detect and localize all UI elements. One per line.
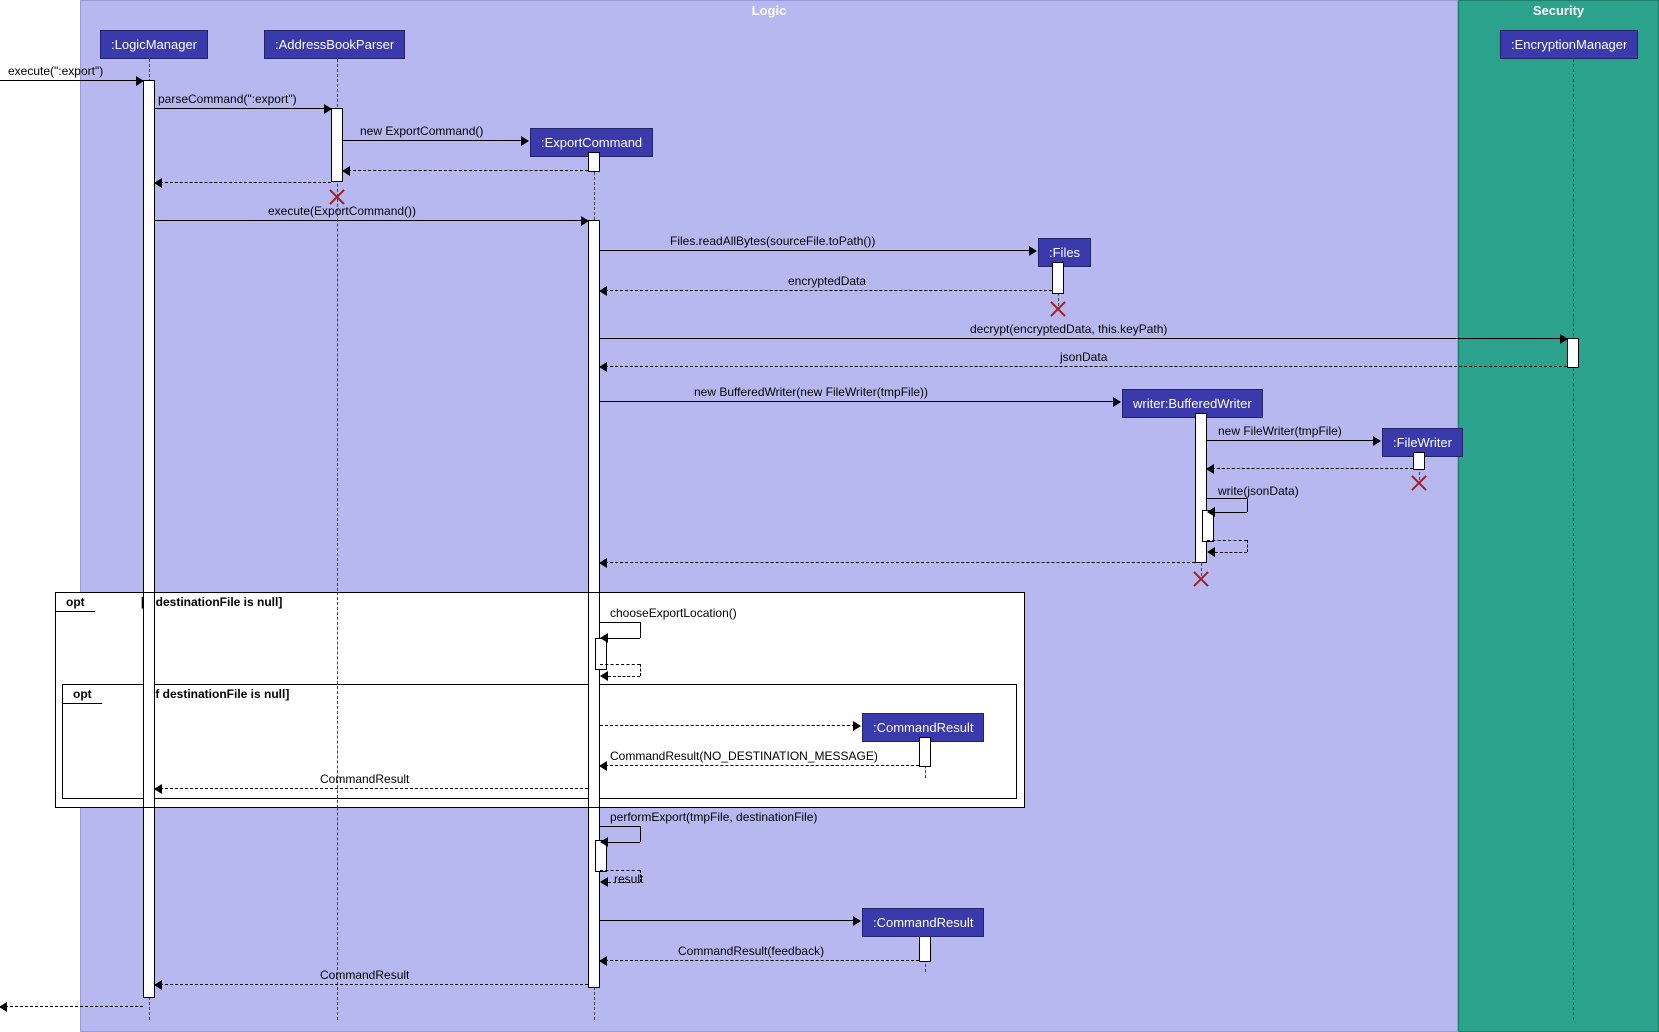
arrow-m4 <box>155 220 588 221</box>
msg-m7: decrypt(encryptedData, this.keyPath) <box>970 322 1167 336</box>
participant-logicmanager: :LogicManager <box>100 30 208 59</box>
msg-m9: new BufferedWriter(new FileWriter(tmpFil… <box>694 385 928 399</box>
destroy-files <box>1049 300 1067 318</box>
destroy-filewriter <box>1410 474 1428 492</box>
ret-parser <box>155 182 331 183</box>
region-logic-title: Logic <box>752 3 787 18</box>
arrow-m9 <box>600 401 1120 402</box>
ret-bw <box>600 562 1195 563</box>
act-filewriter <box>1413 452 1425 470</box>
act-exportcommand-small <box>588 152 600 172</box>
msg-m5: Files.readAllBytes(sourceFile.toPath()) <box>670 234 875 248</box>
arrow-m5 <box>600 250 1036 251</box>
msg-m6: encryptedData <box>788 274 866 288</box>
act-logicmanager <box>143 80 155 998</box>
msg-m3: new ExportCommand() <box>360 124 483 138</box>
msg-m13: CommandResult(NO_DESTINATION_MESSAGE) <box>610 749 878 763</box>
participant-encryptionmanager: :EncryptionManager <box>1500 30 1638 59</box>
ret-m10 <box>1207 468 1413 469</box>
act-commandresult1-over <box>919 737 931 767</box>
participant-bufferedwriter: writer:BufferedWriter <box>1122 389 1263 418</box>
msg-m18: CommandResult <box>320 968 409 982</box>
msg-m1: execute(":export") <box>8 64 103 78</box>
msg-m15: performExport(tmpFile, destinationFile) <box>610 810 817 824</box>
act-logicmanager-over <box>143 592 155 808</box>
msg-m14: CommandResult <box>320 772 409 786</box>
msg-m16: result <box>614 872 643 886</box>
act-exportcommand-over <box>588 592 600 808</box>
msg-m2: parseCommand(":export") <box>158 92 297 106</box>
msg-m10: new FileWriter(tmpFile) <box>1218 424 1342 438</box>
arrow-m17create <box>600 920 860 921</box>
ret-m18 <box>155 984 588 985</box>
region-security-title: Security <box>1533 3 1584 18</box>
ret-m8 <box>600 366 1567 367</box>
arrow-m7 <box>600 338 1567 339</box>
ret-out <box>0 1006 143 1007</box>
msg-m11: write(jsonData) <box>1218 484 1299 498</box>
ret-m17 <box>600 960 919 961</box>
arrow-m2 <box>155 108 331 109</box>
msg-m17: CommandResult(feedback) <box>678 944 824 958</box>
participant-addressbookparser: :AddressBookParser <box>264 30 405 59</box>
participant-files: :Files <box>1038 238 1091 267</box>
region-security: Security <box>1458 0 1659 1032</box>
participant-commandresult2: :CommandResult <box>862 908 984 937</box>
msg-m4: execute(ExportCommand()) <box>268 204 416 218</box>
arrow-m1 <box>0 80 143 81</box>
ret-m6 <box>600 290 1052 291</box>
frame-opt1-label: opt <box>56 593 96 612</box>
act-encryptionmanager <box>1567 338 1579 368</box>
ret-m14 <box>155 788 588 789</box>
sequence-diagram: Logic Security :LogicManager :AddressBoo… <box>0 0 1659 1032</box>
destroy-bw <box>1192 570 1210 588</box>
arrow-m13create <box>600 725 860 726</box>
ret-m3 <box>343 170 588 171</box>
lifeline-encryptionmanager <box>1573 54 1574 1020</box>
frame-opt2-label: opt <box>63 685 103 704</box>
frame-opt2-guard: [if destinationFile is null] <box>148 687 289 701</box>
act-files <box>1052 262 1064 294</box>
msg-m8: jsonData <box>1060 350 1107 364</box>
arrow-m10 <box>1207 440 1380 441</box>
region-logic: Logic <box>80 0 1458 1032</box>
msg-m12: chooseExportLocation() <box>610 606 737 620</box>
ret-m13 <box>600 765 919 766</box>
arrow-m3 <box>343 140 528 141</box>
frame-opt1-guard: [if destinationFile is null] <box>141 595 282 609</box>
